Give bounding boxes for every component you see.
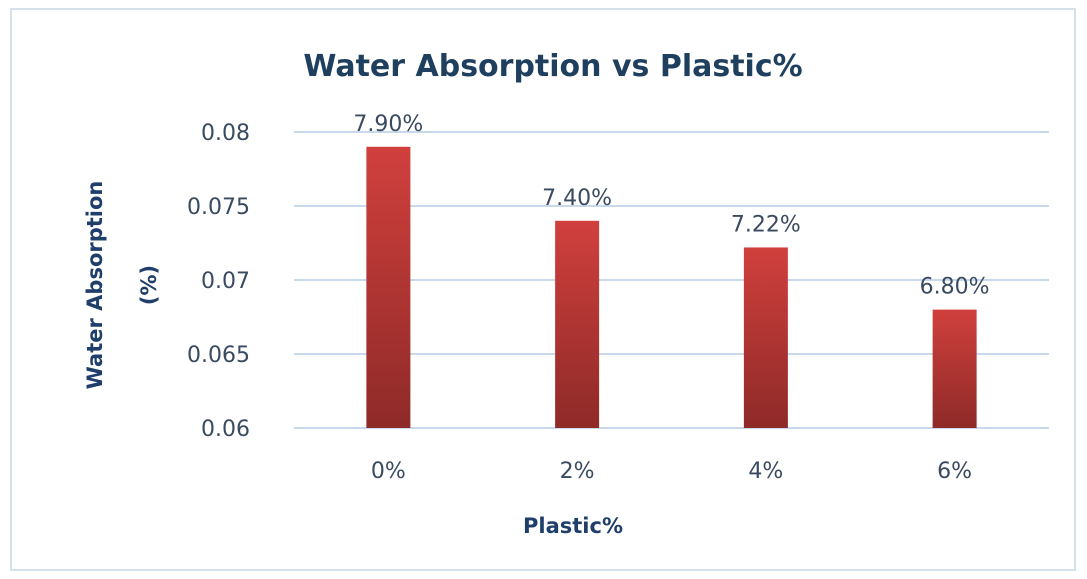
data-label: 7.22% bbox=[731, 212, 801, 237]
x-tick-labels: 0% 2% 4% 6% bbox=[371, 459, 972, 484]
bar-4pct bbox=[743, 247, 788, 428]
gridlines bbox=[294, 131, 1049, 429]
y-tick-label: 0.08 bbox=[201, 121, 250, 146]
y-tick-labels: 0.06 0.065 0.07 0.075 0.08 bbox=[187, 121, 250, 442]
x-tick-label: 0% bbox=[371, 459, 406, 484]
x-tick-label: 2% bbox=[560, 459, 595, 484]
chart-title: Water Absorption vs Plastic% bbox=[303, 49, 802, 84]
bar-0pct bbox=[366, 146, 411, 429]
data-label: 6.80% bbox=[920, 275, 990, 300]
chart-frame: Water Absorption vs Plastic% 0.06 0.065 0.… bbox=[10, 8, 1076, 571]
y-tick-label: 0.075 bbox=[187, 195, 250, 220]
y-axis-title-line-1: Water Absorption bbox=[83, 181, 107, 390]
data-labels: 7.90% 7.40% 7.22% 6.80% bbox=[353, 112, 989, 300]
y-tick-label: 0.06 bbox=[201, 417, 250, 442]
data-label: 7.40% bbox=[542, 186, 612, 211]
bar-6pct bbox=[932, 309, 977, 428]
bar-chart: Water Absorption vs Plastic% 0.060.0650.… bbox=[83, 49, 1049, 538]
data-label: 7.90% bbox=[353, 112, 423, 137]
y-tick-label: 0.065 bbox=[187, 343, 250, 368]
y-axis-title-line-2: (%) bbox=[137, 265, 161, 305]
bar-2pct bbox=[555, 220, 600, 428]
x-axis-title: Plastic% bbox=[523, 514, 623, 538]
bars bbox=[366, 146, 977, 429]
y-axis-title: Water Absorption (%) bbox=[83, 181, 161, 390]
x-tick-label: 6% bbox=[937, 459, 972, 484]
x-tick-label: 4% bbox=[748, 459, 783, 484]
y-tick-label: 0.07 bbox=[201, 269, 250, 294]
